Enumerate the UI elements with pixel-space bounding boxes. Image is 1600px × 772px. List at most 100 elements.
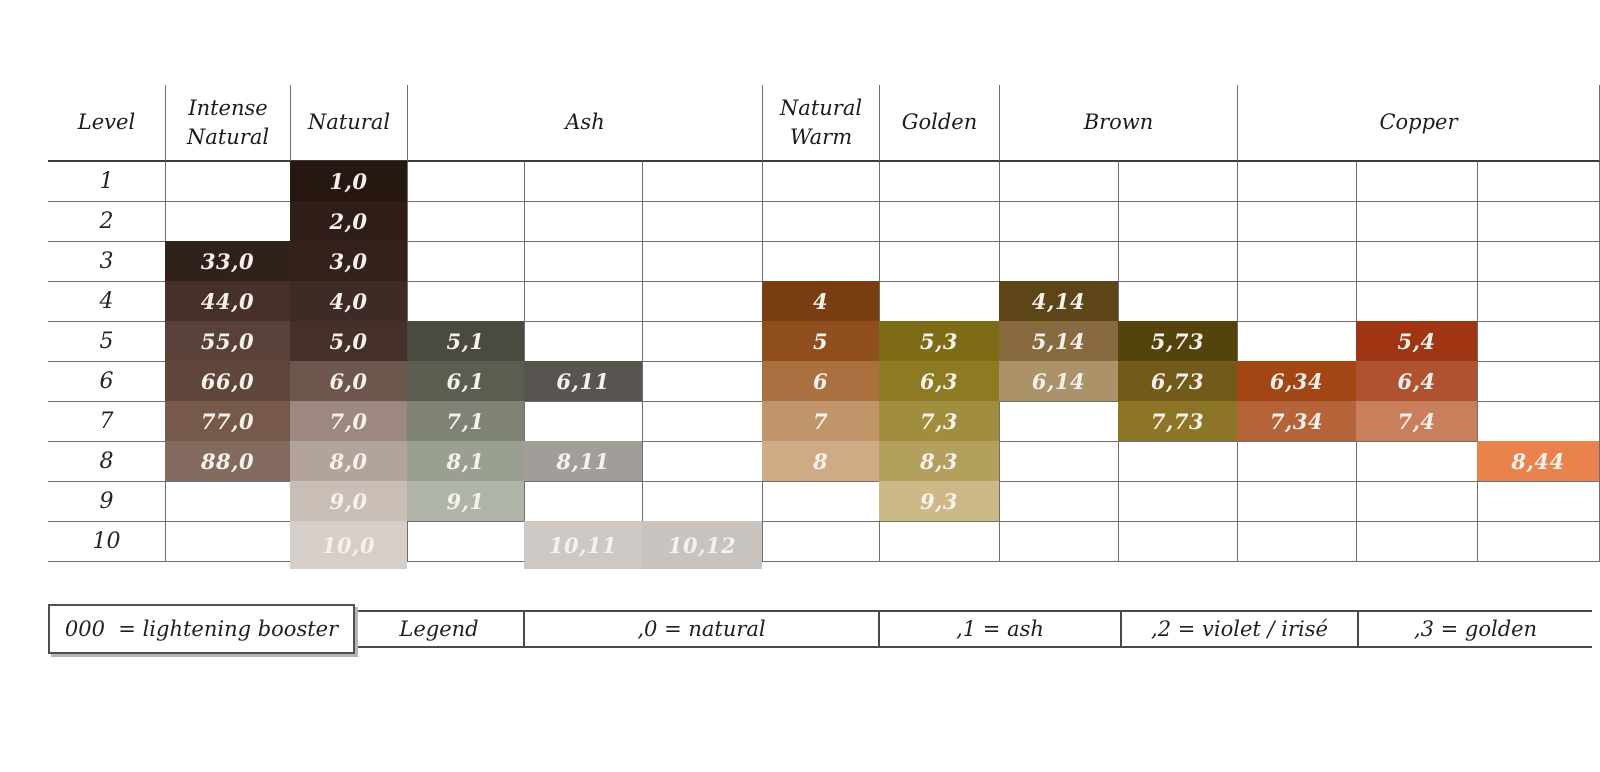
empty-cell <box>1357 482 1478 522</box>
swatch-cell: 5 <box>762 321 880 362</box>
empty-cell <box>1238 162 1357 202</box>
empty-cell <box>1119 162 1238 202</box>
swatch-cell: 5,73 <box>1118 321 1238 362</box>
empty-cell <box>763 482 880 522</box>
swatch-4: 4 <box>762 281 879 321</box>
swatch-cell: 5,1 <box>407 321 525 362</box>
level-label-8: 8 <box>48 442 166 482</box>
empty-cell <box>1238 202 1357 242</box>
empty-cell <box>1478 402 1600 442</box>
swatch-3-0: 3,0 <box>290 241 407 281</box>
empty-cell <box>408 282 525 322</box>
empty-cell <box>1000 242 1119 282</box>
swatch-7-34: 7,34 <box>1237 401 1356 441</box>
swatch-cell: 8,11 <box>524 441 643 482</box>
empty-cell <box>1357 162 1478 202</box>
level-label-6: 6 <box>48 362 166 402</box>
legend-booster-box: 000 = lightening booster <box>48 604 355 654</box>
swatch-cell: 6,0 <box>290 361 408 402</box>
empty-cell <box>1238 282 1357 322</box>
swatch-cell: 5,3 <box>879 321 1000 362</box>
empty-cell <box>1478 242 1600 282</box>
swatch-cell: 6,1 <box>407 361 525 402</box>
color-table: Level Intense Natural Natural Ash Natural Wa… <box>48 85 1600 569</box>
empty-cell <box>1119 282 1238 322</box>
header-intense-natural: Intense Natural <box>166 85 291 162</box>
swatch-cell: 5,0 <box>290 321 408 362</box>
swatch-8-44: 8,44 <box>1477 441 1599 481</box>
swatch-cell: 5,4 <box>1356 321 1478 362</box>
swatch-cell: 88,0 <box>165 441 291 482</box>
swatch-8-11: 8,11 <box>524 441 642 481</box>
swatch-5: 5 <box>762 321 879 361</box>
legend-strip: 000 = lightening booster Legend ,0 = natur… <box>48 604 1592 654</box>
header-brown: Brown <box>1000 85 1238 162</box>
empty-cell <box>408 162 525 202</box>
swatch-66-0: 66,0 <box>165 361 290 401</box>
level-label-5: 5 <box>48 322 166 362</box>
swatch-2-0: 2,0 <box>290 201 407 241</box>
empty-cell <box>525 402 643 442</box>
swatch-6-11: 6,11 <box>524 361 642 401</box>
empty-cell <box>880 522 1000 562</box>
empty-cell <box>1000 202 1119 242</box>
empty-cell <box>1119 482 1238 522</box>
empty-cell <box>763 162 880 202</box>
level-label-1: 1 <box>48 162 166 202</box>
empty-cell <box>1357 202 1478 242</box>
swatch-cell: 6,34 <box>1237 361 1357 402</box>
swatch-cell: 6,11 <box>524 361 643 402</box>
swatch-cell: 5,14 <box>999 321 1119 362</box>
swatch-1-0: 1,0 <box>290 161 407 201</box>
empty-cell <box>880 162 1000 202</box>
swatch-cell: 44,0 <box>165 281 291 322</box>
swatch-7-0: 7,0 <box>290 401 407 441</box>
swatch-cell: 8,44 <box>1477 441 1600 482</box>
legend-item-4: ,2 = violet / irisé <box>1122 612 1359 646</box>
swatch-cell: 4,14 <box>999 281 1119 322</box>
swatch-cell: 7,73 <box>1118 401 1238 442</box>
empty-cell <box>1478 482 1600 522</box>
swatch-cell: 10,12 <box>642 521 763 569</box>
swatch-10-12: 10,12 <box>642 521 762 569</box>
swatch-cell: 8,1 <box>407 441 525 482</box>
swatch-7: 7 <box>762 401 879 441</box>
empty-cell <box>166 162 291 202</box>
empty-cell <box>643 402 763 442</box>
swatch-cell: 9,1 <box>407 481 525 522</box>
swatch-8-0: 8,0 <box>290 441 407 481</box>
legend-item-3: ,1 = ash <box>880 612 1122 646</box>
swatch-10-0: 10,0 <box>290 521 407 569</box>
swatch-cell: 10,0 <box>290 521 408 569</box>
swatch-77-0: 77,0 <box>165 401 290 441</box>
swatch-6: 6 <box>762 361 879 401</box>
empty-cell <box>1478 282 1600 322</box>
swatch-7-4: 7,4 <box>1356 401 1477 441</box>
empty-cell <box>1357 522 1478 562</box>
swatch-cell: 7,4 <box>1356 401 1478 442</box>
swatch-cell: 6,73 <box>1118 361 1238 402</box>
swatch-4-14: 4,14 <box>999 281 1118 321</box>
empty-cell <box>1478 162 1600 202</box>
empty-cell <box>1000 162 1119 202</box>
swatch-cell: 33,0 <box>165 241 291 282</box>
swatch-9-1: 9,1 <box>407 481 524 521</box>
swatch-cell: 2,0 <box>290 201 408 242</box>
swatch-cell: 6,4 <box>1356 361 1478 402</box>
empty-cell <box>1478 522 1600 562</box>
legend-item-2: ,0 = natural <box>525 612 880 646</box>
swatch-6-14: 6,14 <box>999 361 1118 401</box>
empty-cell <box>1478 202 1600 242</box>
empty-cell <box>1478 362 1600 402</box>
swatch-8: 8 <box>762 441 879 481</box>
swatch-cell: 6,14 <box>999 361 1119 402</box>
swatch-7-1: 7,1 <box>407 401 524 441</box>
swatch-5-1: 5,1 <box>407 321 524 361</box>
empty-cell <box>408 242 525 282</box>
empty-cell <box>643 202 763 242</box>
swatch-cell: 8,3 <box>879 441 1000 482</box>
swatch-4-0: 4,0 <box>290 281 407 321</box>
empty-cell <box>1238 442 1357 482</box>
swatch-cell: 1,0 <box>290 161 408 202</box>
